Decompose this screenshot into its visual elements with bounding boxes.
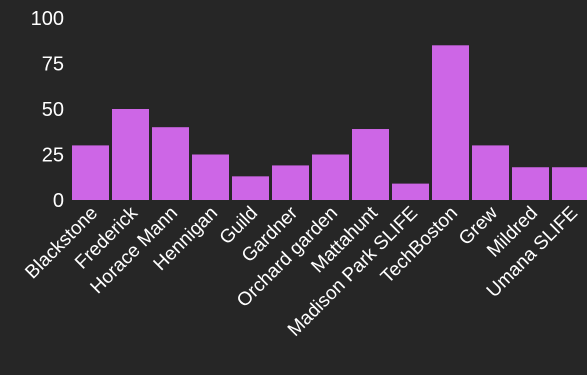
bar <box>272 165 309 200</box>
bar-series <box>72 45 587 200</box>
bar <box>552 167 587 200</box>
y-tick-label: 50 <box>42 99 64 121</box>
y-tick-label: 100 <box>31 8 64 30</box>
bar <box>352 129 389 200</box>
bar <box>232 176 269 200</box>
bar <box>152 127 189 200</box>
bar <box>392 183 429 200</box>
bar <box>472 145 509 200</box>
y-tick-label: 25 <box>42 145 64 167</box>
bar <box>72 145 109 200</box>
y-tick-label: 75 <box>42 54 64 76</box>
bar <box>312 154 349 200</box>
bar <box>512 167 549 200</box>
y-axis: 0 25 50 75 100 <box>31 8 64 212</box>
y-tick-label: 0 <box>53 190 64 212</box>
bar <box>112 109 149 200</box>
bar <box>432 45 469 200</box>
bar <box>192 154 229 200</box>
